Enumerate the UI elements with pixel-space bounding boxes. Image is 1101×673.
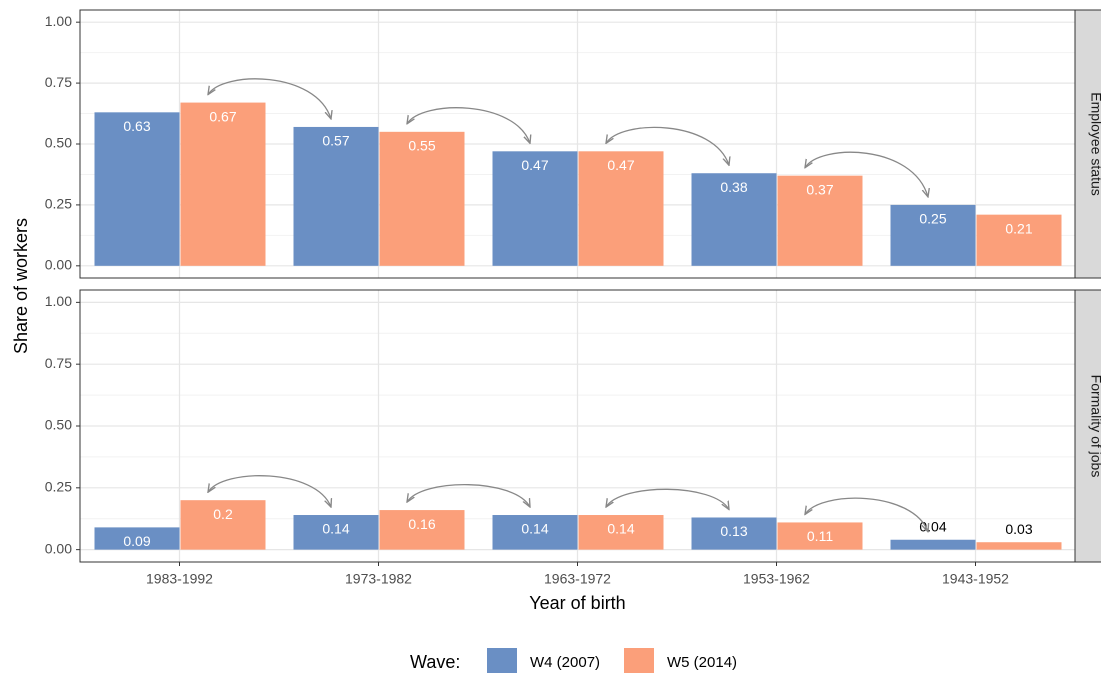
strip-label: Employee status [1088,92,1101,196]
value-label: 0.13 [720,523,747,539]
y-axis-title: Share of workers [11,218,31,354]
legend-swatch [624,648,654,673]
bar [578,151,664,266]
bar [492,151,578,266]
bar [691,517,777,550]
value-label: 0.47 [521,157,548,173]
value-label: 0.2 [213,506,233,522]
arrow [208,78,331,119]
value-label: 0.63 [123,118,150,134]
legend-swatch [487,648,517,673]
y-tick-label: 0.00 [45,540,72,556]
value-label: 0.38 [720,179,747,195]
bar [94,112,180,266]
arrow [208,475,331,507]
strip-label: Formality of jobs [1088,375,1101,478]
x-tick-label: 1943-1952 [942,571,1009,587]
legend-label: W4 (2007) [530,654,600,671]
legend-title: Wave: [410,652,460,672]
bar [379,510,465,550]
value-label: 0.37 [806,181,833,197]
value-label: 0.67 [209,108,236,124]
x-tick-label: 1983-1992 [146,571,213,587]
arrow [606,126,729,165]
value-label: 0.14 [607,521,634,537]
bar [492,515,578,550]
bar [94,527,180,550]
bar [293,515,379,550]
arrow [805,151,928,197]
bar [890,539,976,550]
value-label: 0.57 [322,133,349,149]
value-label: 0.21 [1005,220,1032,236]
y-tick-label: 0.25 [45,196,72,212]
bar [691,173,777,266]
legend-label: W5 (2014) [667,654,737,671]
arrow [805,497,928,532]
x-tick-label: 1963-1972 [544,571,611,587]
y-tick-label: 1.00 [45,293,72,309]
value-label: 0.16 [408,516,435,532]
y-tick-label: 1.00 [45,13,72,29]
value-label: 0.11 [807,528,833,544]
value-label: 0.03 [1005,521,1032,537]
y-tick-label: 0.50 [45,135,72,151]
y-tick-label: 0.75 [45,74,72,90]
value-label: 0.55 [408,138,435,154]
y-tick-label: 0.75 [45,355,72,371]
value-label: 0.25 [919,211,946,227]
bar [578,515,664,550]
value-label: 0.14 [521,521,548,537]
bar [976,542,1062,550]
y-tick-label: 0.50 [45,417,72,433]
x-axis-title: Year of birth [529,593,625,613]
arrow [606,488,729,509]
x-tick-label: 1973-1982 [345,571,412,587]
strip [1074,9,1101,279]
bar [379,131,465,266]
arrow [407,107,530,144]
bar [293,126,379,266]
strip [1074,289,1101,563]
y-tick-label: 0.00 [45,257,72,273]
arrow [407,484,530,507]
value-label: 0.04 [919,518,946,534]
bar [890,204,976,266]
bar [976,214,1062,266]
bar [180,102,266,266]
y-tick-label: 0.25 [45,479,72,495]
value-label: 0.09 [123,533,150,549]
value-label: 0.14 [322,521,349,537]
value-label: 0.47 [607,157,634,173]
x-tick-label: 1953-1962 [743,571,810,587]
